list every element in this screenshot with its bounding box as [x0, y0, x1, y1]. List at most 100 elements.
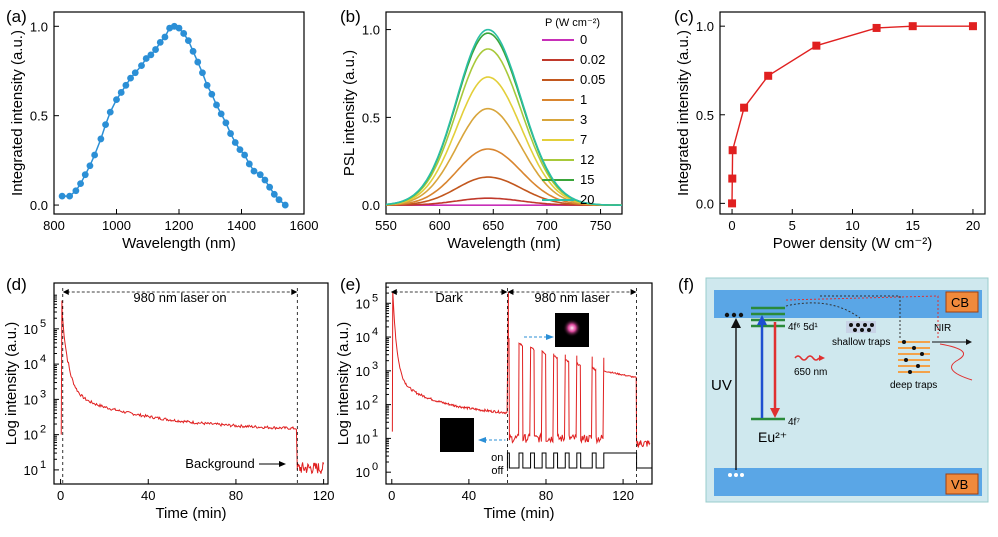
chart-a: 800 1000 1200 1400 1600 0.0 0.5 1.0 Wavelength (…	[9, 11, 318, 252]
legend-title: P (W cm⁻²)	[545, 17, 600, 29]
y-tick-exponent: 3	[40, 388, 46, 400]
plot-frame	[719, 11, 986, 215]
x-tick-label: 20	[966, 218, 980, 233]
plot-frame	[53, 282, 329, 485]
data-point	[213, 101, 220, 109]
x-axis-label: Power density (W cm⁻²)	[773, 235, 933, 252]
data-point	[245, 160, 253, 168]
legend-label: 0.05	[580, 72, 605, 87]
span-arrow-head	[630, 289, 637, 295]
data-point	[968, 22, 977, 31]
data-point	[222, 119, 230, 127]
legend-label: 0	[580, 32, 587, 47]
y-tick-label: 10	[24, 322, 38, 337]
x-tick-label: 40	[462, 488, 476, 503]
emission-label: 650 nm	[794, 367, 827, 378]
shallow-traps-label: shallow traps	[832, 337, 890, 348]
on-off-trace	[506, 452, 652, 469]
y-tick-label: 0.5	[696, 108, 714, 123]
data-point	[122, 81, 130, 89]
excitation-arrow-head	[757, 315, 767, 325]
trap-electron	[902, 340, 906, 344]
x-tick-label: 80	[539, 488, 553, 503]
x-axis-label: Time (min)	[483, 505, 554, 522]
legend-label: 7	[580, 132, 587, 147]
valence-band	[714, 468, 982, 496]
panel-label-a: (a)	[6, 7, 27, 26]
trap-transfer-path	[785, 302, 861, 319]
trap-electron	[916, 364, 920, 368]
series-line	[386, 28, 622, 206]
y-tick-exponent: 2	[40, 424, 46, 436]
y-tick-label: 1.0	[362, 23, 380, 38]
trap-transfer-path	[785, 295, 939, 338]
y-tick-exponent: 4	[40, 353, 46, 365]
data-point	[728, 146, 737, 155]
on-label: on	[491, 452, 503, 464]
emission-arrow-head	[770, 408, 780, 418]
data-point	[194, 58, 202, 66]
electron-dot	[731, 312, 737, 318]
data-point	[58, 192, 66, 200]
data-point	[138, 62, 145, 70]
data-point	[256, 171, 264, 179]
data-point	[199, 69, 206, 77]
y-tick-label: 0.0	[362, 198, 380, 213]
background-arrow-head	[279, 461, 286, 467]
x-tick-label: 550	[375, 218, 397, 233]
y-tick-exponent: 1	[40, 459, 46, 471]
data-point	[908, 22, 917, 31]
x-tick-label: 1000	[102, 218, 131, 233]
y-axis-label: Log intensity (a.u.)	[335, 322, 352, 445]
trap-electron	[849, 323, 853, 327]
y-tick-label: 10	[356, 431, 370, 446]
y-tick-label: 10	[24, 392, 38, 407]
data-point	[86, 162, 94, 170]
data-point	[231, 139, 239, 146]
uv-label: UV	[711, 377, 732, 394]
data-point	[152, 46, 159, 53]
uv-arrow-head	[731, 318, 741, 328]
y-tick-label: 0.0	[696, 196, 714, 211]
lower-state-label: 4f⁷	[788, 417, 800, 428]
photo-pointer-head	[546, 334, 554, 340]
x-axis-label: Wavelength (nm)	[122, 235, 236, 252]
data-point	[142, 55, 150, 62]
trap-electron	[870, 323, 874, 327]
panel-label-d: (d)	[6, 275, 27, 294]
deep-traps-label: deep traps	[890, 380, 937, 391]
x-tick-label: 10	[845, 218, 859, 233]
trap-electron	[908, 370, 912, 374]
data-point	[161, 33, 169, 41]
x-tick-label: 700	[536, 218, 558, 233]
legend-label: 3	[580, 112, 587, 127]
x-tick-label: 1200	[165, 218, 194, 233]
y-tick-label: 10	[356, 364, 370, 379]
y-tick-label: 1.0	[30, 19, 48, 34]
y-tick-exponent: 5	[40, 318, 46, 330]
y-tick-label: 10	[24, 428, 38, 443]
x-tick-label: 5	[789, 218, 796, 233]
panel-label-b: (b)	[340, 7, 361, 26]
data-point	[764, 71, 773, 80]
y-tick-label: 1.0	[696, 19, 714, 34]
panel-label-f: (f)	[678, 275, 694, 294]
y-tick-label: 10	[356, 398, 370, 413]
x-tick-label: 40	[141, 488, 155, 503]
trap-distribution-curve	[939, 343, 973, 381]
electron-dot	[738, 312, 744, 318]
x-tick-label: 0	[728, 218, 735, 233]
data-point	[175, 24, 183, 32]
glow-spot	[563, 319, 581, 337]
x-axis-label: Wavelength (nm)	[447, 235, 561, 252]
data-point	[156, 38, 164, 46]
data-point	[117, 89, 125, 96]
off-label: off	[491, 465, 504, 477]
x-axis-label: Time (min)	[155, 505, 226, 522]
data-point	[97, 135, 105, 143]
legend-label: 1	[580, 92, 587, 107]
hole-dot	[728, 473, 732, 477]
series-line	[731, 25, 973, 204]
trap-electron	[856, 323, 860, 327]
